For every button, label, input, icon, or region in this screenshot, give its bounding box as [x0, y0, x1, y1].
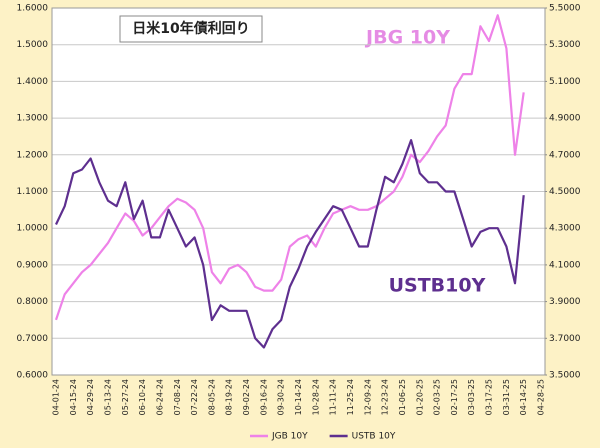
x-tick-label: 02-17-25 — [450, 379, 459, 415]
x-tick-label: 03-03-25 — [467, 379, 476, 415]
x-tick-label: 11-11-24 — [329, 379, 338, 415]
x-tick-label: 07-22-24 — [190, 379, 199, 415]
series-line — [54, 14, 525, 321]
x-tick-label: 02-03-25 — [433, 379, 442, 415]
x-tick-label: 08-19-24 — [225, 379, 234, 415]
x-tick-label: 05-13-24 — [103, 379, 112, 415]
y2-tick-label: 3.9000 — [549, 297, 581, 307]
plot-border — [51, 7, 546, 376]
y2-tick-label: 4.1000 — [549, 260, 581, 270]
y-tick-label: 1.6000 — [17, 4, 49, 14]
y-tick-label: 0.9000 — [17, 260, 49, 270]
x-tick-label: 07-08-24 — [173, 379, 182, 415]
y-tick-label: 0.7000 — [17, 334, 49, 344]
x-tick-label: 03-31-25 — [502, 379, 511, 415]
x-tick-label: 09-30-24 — [277, 379, 286, 415]
y2-tick-label: 4.5000 — [549, 187, 581, 197]
y2-tick-label: 4.7000 — [549, 150, 581, 160]
y2-tick-label: 5.5000 — [549, 4, 581, 14]
x-tick-label: 04-28-25 — [537, 379, 546, 415]
legend-label: USTB 10Y — [352, 432, 396, 442]
x-tick-label: 05-27-24 — [121, 379, 130, 415]
x-tick-label: 12-09-24 — [363, 379, 372, 415]
x-tick-label: 10-28-24 — [311, 379, 320, 415]
x-tick-label: 04-01-24 — [52, 379, 61, 415]
x-tick-label: 09-16-24 — [259, 379, 268, 415]
ustb-annotation: USTB10Y — [389, 275, 486, 297]
series-line — [55, 139, 525, 349]
x-tick-label: 08-05-24 — [207, 379, 216, 415]
y-tick-label: 1.0000 — [17, 224, 49, 234]
y-tick-label: 0.6000 — [17, 371, 49, 381]
x-tick-label: 03-17-25 — [485, 379, 494, 415]
x-tick-label: 06-24-24 — [155, 379, 164, 415]
y2-tick-label: 4.9000 — [549, 114, 581, 124]
x-tick-label: 06-10-24 — [138, 379, 147, 415]
y2-tick-label: 4.3000 — [549, 224, 581, 234]
y-tick-label: 1.4000 — [17, 77, 49, 87]
y-tick-label: 1.2000 — [17, 150, 49, 160]
y2-tick-label: 5.3000 — [549, 40, 581, 50]
x-tick-label: 09-02-24 — [242, 379, 251, 415]
y2-tick-label: 3.5000 — [549, 371, 581, 381]
title-box — [119, 15, 263, 43]
x-tick-label: 04-29-24 — [86, 379, 95, 415]
y-tick-label: 0.8000 — [17, 297, 49, 307]
x-tick-label: 01-06-25 — [398, 379, 407, 415]
y-tick-label: 1.5000 — [17, 40, 49, 50]
x-tick-label: 04-14-25 — [519, 379, 528, 415]
y2-tick-label: 5.1000 — [549, 77, 581, 87]
x-tick-label: 10-14-24 — [294, 379, 303, 415]
x-tick-label: 12-23-24 — [381, 379, 390, 415]
legend-label: JGB 10Y — [271, 432, 308, 442]
y-tick-label: 1.1000 — [17, 187, 49, 197]
x-tick-label: 11-25-24 — [346, 379, 355, 415]
y-tick-label: 1.3000 — [17, 114, 49, 124]
jgb-annotation: JBG 10Y — [364, 27, 450, 49]
x-tick-label: 01-20-25 — [415, 379, 424, 415]
y2-tick-label: 3.7000 — [549, 334, 581, 344]
x-tick-label: 04-15-24 — [69, 379, 78, 415]
chart-title: 日米10年債利回り — [132, 20, 249, 37]
